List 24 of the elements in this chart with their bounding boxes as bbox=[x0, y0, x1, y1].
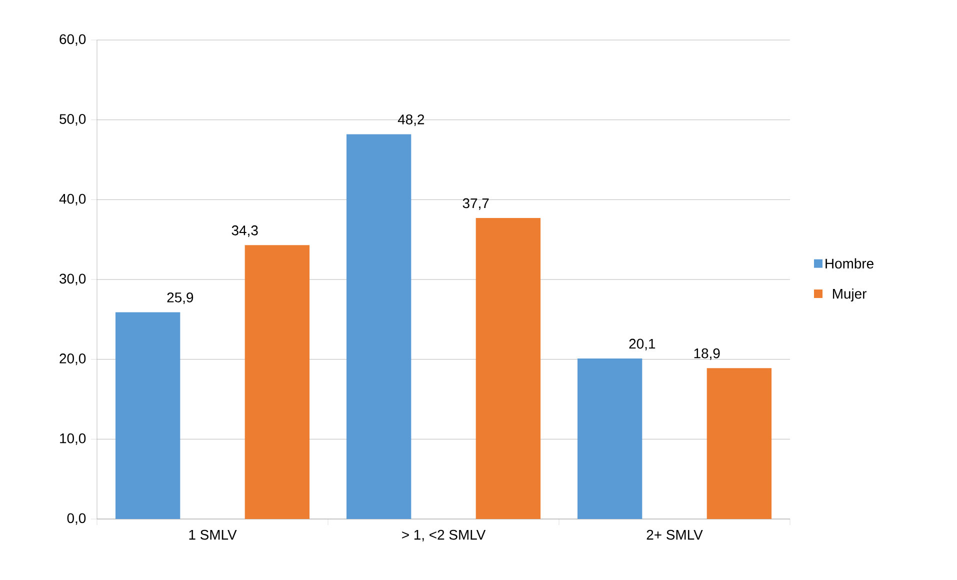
data-label: 25,9 bbox=[167, 292, 194, 304]
x-tick-label: 2+ SMLV bbox=[646, 530, 703, 540]
data-label: 20,1 bbox=[629, 338, 656, 350]
y-tick-label: 40,0 bbox=[59, 194, 86, 206]
y-tick-label: 50,0 bbox=[60, 114, 86, 126]
bar bbox=[577, 358, 642, 519]
x-tick-label: 1 SMLV bbox=[189, 530, 237, 540]
bar bbox=[115, 312, 180, 519]
y-tick-label: 60,0 bbox=[60, 34, 86, 46]
y-tick-label: 10,0 bbox=[60, 433, 86, 445]
y-tick-label: 0,0 bbox=[67, 513, 86, 525]
legend-label: Mujer bbox=[832, 288, 866, 302]
x-tick-label: > 1, <2 SMLV bbox=[402, 530, 486, 542]
data-label: 34,3 bbox=[232, 225, 258, 237]
bar bbox=[706, 368, 772, 519]
legend-label: Hombre bbox=[826, 258, 874, 269]
data-label: 37,7 bbox=[462, 198, 489, 210]
bar bbox=[346, 134, 412, 519]
y-tick-label: 20,0 bbox=[60, 354, 86, 366]
bar bbox=[476, 218, 541, 519]
data-label: 48,2 bbox=[398, 114, 424, 126]
bar bbox=[244, 245, 310, 519]
y-tick-label: 30,0 bbox=[60, 274, 86, 286]
data-label: 18,9 bbox=[694, 348, 720, 360]
